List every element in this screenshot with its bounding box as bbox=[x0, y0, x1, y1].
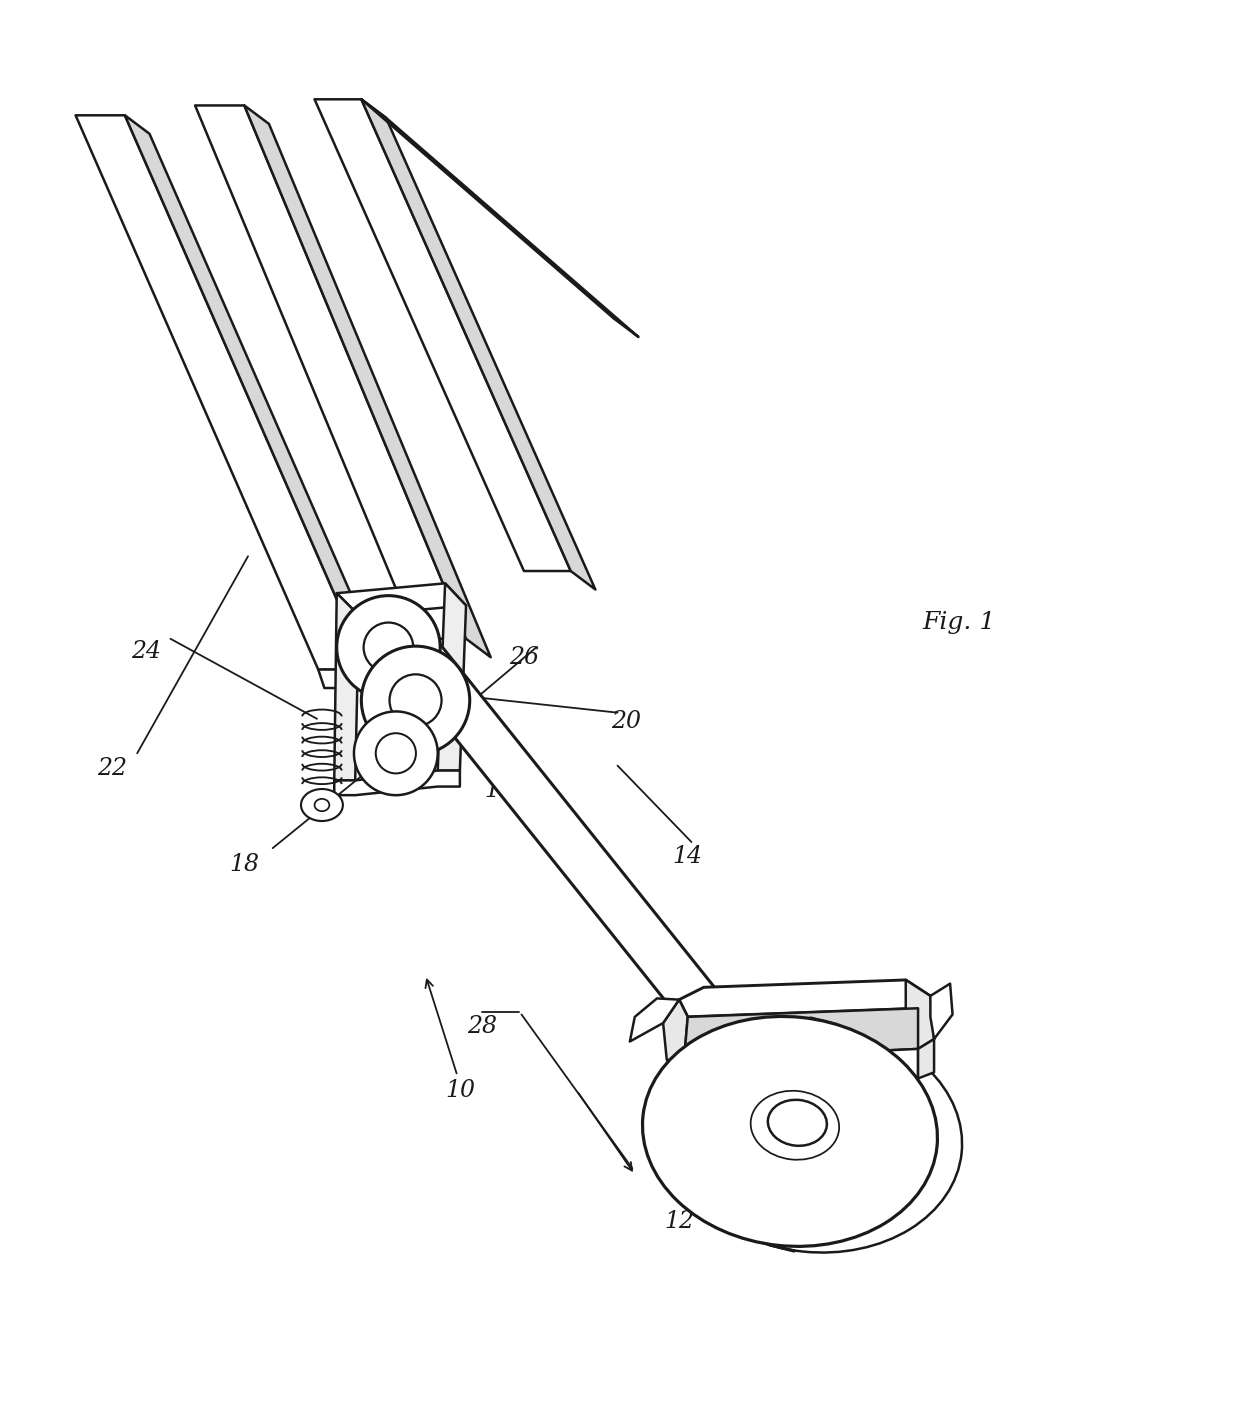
Ellipse shape bbox=[376, 733, 415, 773]
Text: 22: 22 bbox=[98, 756, 128, 780]
Polygon shape bbox=[319, 670, 373, 688]
Polygon shape bbox=[361, 99, 639, 336]
Polygon shape bbox=[918, 1039, 934, 1078]
Polygon shape bbox=[195, 106, 466, 639]
Polygon shape bbox=[337, 584, 466, 615]
Text: 26: 26 bbox=[508, 646, 539, 668]
Polygon shape bbox=[667, 1060, 684, 1078]
Ellipse shape bbox=[667, 1023, 962, 1252]
Text: 24: 24 bbox=[130, 640, 161, 663]
Ellipse shape bbox=[353, 711, 438, 796]
Ellipse shape bbox=[361, 646, 470, 755]
Ellipse shape bbox=[750, 1091, 839, 1160]
Polygon shape bbox=[663, 999, 688, 1060]
Polygon shape bbox=[244, 106, 491, 657]
Polygon shape bbox=[684, 1009, 918, 1060]
Ellipse shape bbox=[389, 674, 441, 726]
Polygon shape bbox=[438, 584, 466, 770]
Text: 16: 16 bbox=[485, 779, 515, 801]
Text: 10: 10 bbox=[445, 1080, 475, 1102]
Polygon shape bbox=[930, 983, 952, 1039]
Ellipse shape bbox=[315, 798, 330, 811]
Polygon shape bbox=[905, 981, 934, 1048]
Polygon shape bbox=[76, 116, 367, 670]
Ellipse shape bbox=[642, 1016, 937, 1246]
Ellipse shape bbox=[363, 623, 413, 673]
Polygon shape bbox=[125, 116, 392, 688]
Text: 28: 28 bbox=[467, 1015, 497, 1039]
Polygon shape bbox=[335, 593, 358, 780]
Polygon shape bbox=[377, 612, 714, 1017]
Ellipse shape bbox=[768, 1099, 827, 1146]
Text: 18: 18 bbox=[229, 852, 259, 876]
Text: 14: 14 bbox=[673, 845, 703, 868]
Text: 20: 20 bbox=[611, 709, 641, 733]
Ellipse shape bbox=[301, 788, 343, 821]
Polygon shape bbox=[684, 1048, 918, 1078]
Polygon shape bbox=[680, 981, 930, 1017]
Text: 12: 12 bbox=[665, 1210, 694, 1232]
Polygon shape bbox=[315, 99, 570, 571]
Ellipse shape bbox=[337, 596, 440, 699]
Polygon shape bbox=[630, 999, 680, 1041]
Text: Fig. 1: Fig. 1 bbox=[923, 612, 996, 634]
Polygon shape bbox=[335, 770, 460, 796]
Polygon shape bbox=[361, 99, 595, 589]
